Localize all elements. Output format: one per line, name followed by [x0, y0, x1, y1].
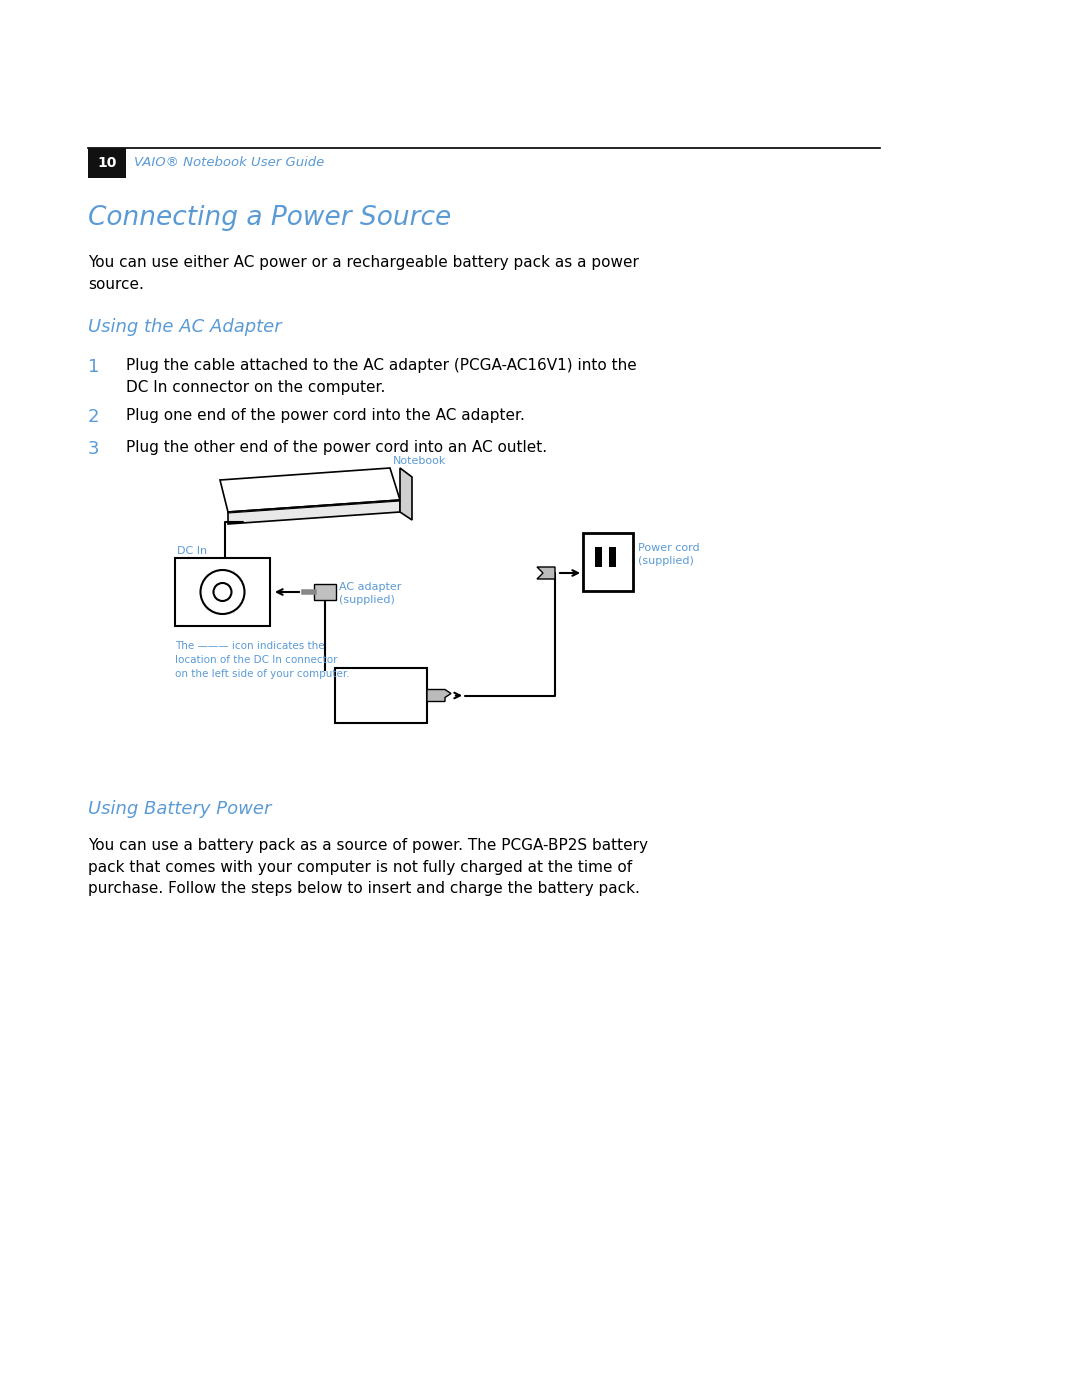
Text: 2: 2 [87, 408, 99, 426]
Polygon shape [220, 468, 400, 511]
Polygon shape [537, 567, 555, 578]
Text: 10: 10 [97, 156, 117, 170]
Text: Using the AC Adapter: Using the AC Adapter [87, 319, 282, 337]
Text: Power cord
(supplied): Power cord (supplied) [638, 543, 700, 566]
Bar [87, 148, 126, 177]
Polygon shape [228, 500, 400, 524]
Text: AC adapter
(supplied): AC adapter (supplied) [339, 583, 402, 605]
Text: Notebook: Notebook [393, 455, 446, 467]
Bar [335, 668, 427, 724]
Text: Plug the cable attached to the AC adapter (PCGA-AC16V1) into the
DC In connector: Plug the cable attached to the AC adapte… [126, 358, 637, 394]
Bar [314, 584, 336, 599]
Text: 1: 1 [87, 358, 99, 376]
Text: The ——— icon indicates the
location of the DC In connector
on the left side of y: The ——— icon indicates the location of t… [175, 641, 350, 679]
Text: Using Battery Power: Using Battery Power [87, 800, 271, 819]
Bar [595, 548, 602, 567]
Bar [583, 534, 633, 591]
Polygon shape [400, 468, 411, 520]
Text: You can use a battery pack as a source of power. The PCGA-BP2S battery
pack that: You can use a battery pack as a source o… [87, 838, 648, 897]
Circle shape [201, 570, 244, 615]
Text: 3: 3 [87, 440, 99, 458]
Text: VAIO® Notebook User Guide: VAIO® Notebook User Guide [134, 156, 324, 169]
Text: Plug the other end of the power cord into an AC outlet.: Plug the other end of the power cord int… [126, 440, 548, 455]
Text: You can use either AC power or a rechargeable battery pack as a power
source.: You can use either AC power or a recharg… [87, 256, 639, 292]
Text: DC In: DC In [177, 546, 207, 556]
Bar [609, 548, 616, 567]
Text: Connecting a Power Source: Connecting a Power Source [87, 205, 451, 231]
Circle shape [214, 583, 231, 601]
Polygon shape [427, 690, 451, 701]
Text: Plug one end of the power cord into the AC adapter.: Plug one end of the power cord into the … [126, 408, 525, 423]
Bar [175, 557, 270, 626]
